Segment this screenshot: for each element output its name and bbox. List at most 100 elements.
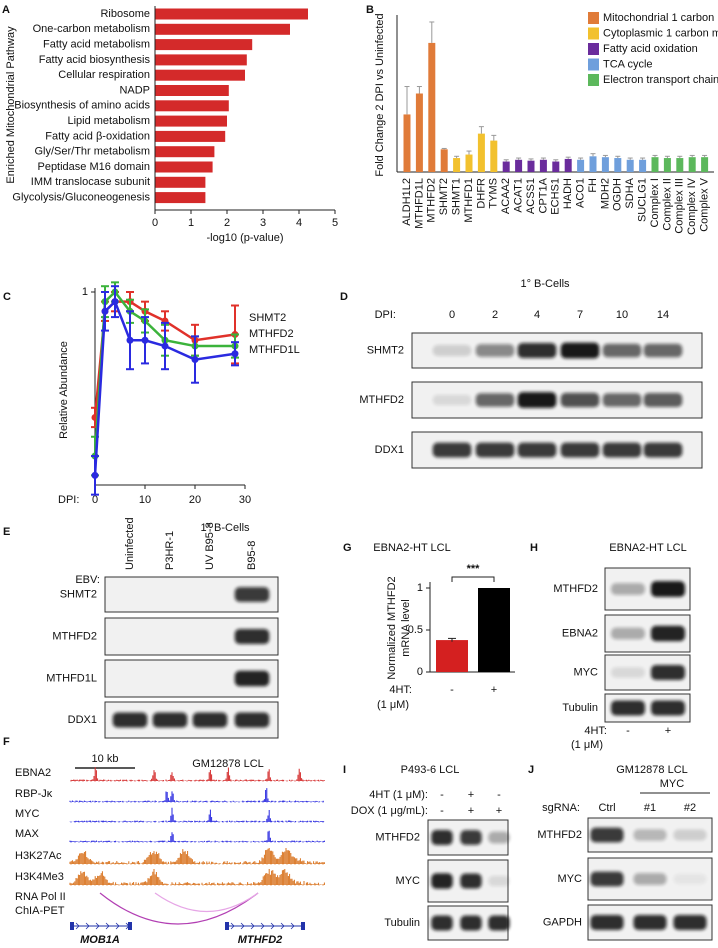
group-label: MYC — [660, 778, 685, 790]
panel-letter: F — [3, 736, 10, 748]
track-label: H3K4Me3 — [15, 871, 64, 883]
gene-exon — [128, 922, 132, 930]
lane-label: 4 — [534, 309, 540, 321]
blot-band — [517, 392, 557, 408]
category-label: Fatty acid metabolism — [43, 39, 150, 51]
gene-arrow — [290, 922, 295, 930]
gene-label: MTHFD2 — [238, 934, 283, 946]
blot-band — [431, 873, 453, 889]
point — [231, 350, 239, 358]
row-label: MTHFD2 — [537, 829, 582, 841]
panel-title: GM12878 LCL — [192, 758, 264, 770]
track-signal — [69, 788, 324, 802]
lane-label: #1 — [644, 802, 656, 814]
category-label: CPT1A — [537, 177, 549, 213]
bar — [155, 69, 245, 81]
category-label: SUCLG1 — [637, 178, 649, 222]
category-label: Peptidase M16 domain — [37, 161, 150, 173]
blot-band — [475, 442, 515, 458]
lane-label: + — [468, 805, 474, 817]
bar — [440, 149, 448, 172]
row-label: SHMT2 — [367, 344, 404, 356]
category-label: SHMT2 — [438, 178, 450, 215]
category-label: Complex III — [674, 178, 686, 234]
lane-label: #2 — [684, 802, 696, 814]
row-label: GAPDH — [543, 916, 582, 928]
blot-band — [432, 345, 472, 356]
y-tick-label: 0.5 — [408, 624, 423, 636]
lane-label: 10 — [616, 309, 628, 321]
category-label: Glycolysis/Gluconeogenesis — [12, 192, 150, 204]
panel-title: GM12878 LCL — [616, 764, 688, 776]
panel-title: 1° B-Cells — [200, 522, 250, 534]
panel-letter: A — [2, 4, 10, 16]
blot-band — [673, 829, 707, 841]
category-label: Ribosome — [100, 8, 150, 20]
bar — [155, 39, 253, 51]
lane-header-label: EBV: — [75, 574, 100, 586]
footer-note: (1 μM) — [571, 739, 603, 751]
blot-band — [651, 625, 685, 642]
x-tick-label: 5 — [332, 217, 338, 229]
lane-label: 2 — [492, 309, 498, 321]
blot-band — [611, 583, 645, 595]
category-label: Fatty acid biosynthesis — [39, 54, 151, 66]
category-label: Lipid metabolism — [67, 115, 150, 127]
blot-band — [643, 442, 683, 458]
gene-arrow — [270, 922, 275, 930]
bar — [651, 157, 659, 172]
bar — [688, 157, 696, 172]
category-label: NADP — [119, 84, 150, 96]
blot-band — [643, 393, 683, 407]
track-label: RBP-Jκ — [15, 788, 53, 800]
gene-arrow — [240, 922, 245, 930]
category-label: ECHS1 — [550, 178, 562, 215]
blot-band — [602, 393, 642, 407]
row-label: MYC — [396, 875, 421, 887]
row-label: DDX1 — [375, 444, 404, 456]
point — [191, 356, 199, 364]
track-signal — [70, 767, 325, 781]
lane-label: + — [468, 789, 474, 801]
gene-exon — [225, 922, 229, 930]
bar — [564, 158, 572, 172]
blot-band — [602, 343, 642, 358]
y-axis-label: Normalized MTHFD2 — [386, 576, 398, 679]
blot-band — [651, 700, 685, 716]
legend-label: Cytoplasmic 1 carbon metabolism — [603, 27, 718, 39]
category-label: Fatty acid β-oxidation — [45, 130, 150, 142]
track-signal — [69, 807, 325, 822]
y-axis-label: Fold Change 2 DPI vs Uninfected — [374, 13, 386, 176]
blot-band — [590, 871, 624, 887]
bar — [155, 130, 226, 142]
track-label: MYC — [15, 808, 40, 820]
x-axis-label: -log10 (p-value) — [206, 232, 283, 244]
row-label: SHMT2 — [60, 588, 97, 600]
gene-arrow — [115, 922, 120, 930]
gene-arrow — [250, 922, 255, 930]
legend-swatch — [588, 58, 599, 71]
lane-label: 7 — [577, 309, 583, 321]
condition-label: 4HT (1 μM): — [369, 789, 428, 801]
track-label: H3K27Ac — [15, 850, 62, 862]
legend-label: MTHFD2 — [249, 328, 294, 340]
category-label: ACO1 — [575, 178, 587, 208]
blot-band — [234, 587, 270, 602]
bar — [155, 146, 215, 158]
bar — [614, 158, 622, 172]
lane-label: Ctrl — [598, 802, 615, 814]
blot-band — [611, 627, 645, 640]
bar — [663, 158, 671, 172]
panel-letter: B — [366, 4, 374, 16]
lane-label: P3HR-1 — [164, 531, 176, 570]
x-tick-label: 0 — [92, 494, 98, 506]
bar — [490, 140, 498, 172]
blot-band — [475, 344, 515, 357]
bar — [428, 42, 436, 173]
category-label: Complex II — [661, 178, 673, 231]
category-label: HADH — [562, 178, 574, 209]
blot-band — [651, 581, 685, 597]
x-tick-label: 0 — [152, 217, 158, 229]
bar — [155, 100, 229, 112]
